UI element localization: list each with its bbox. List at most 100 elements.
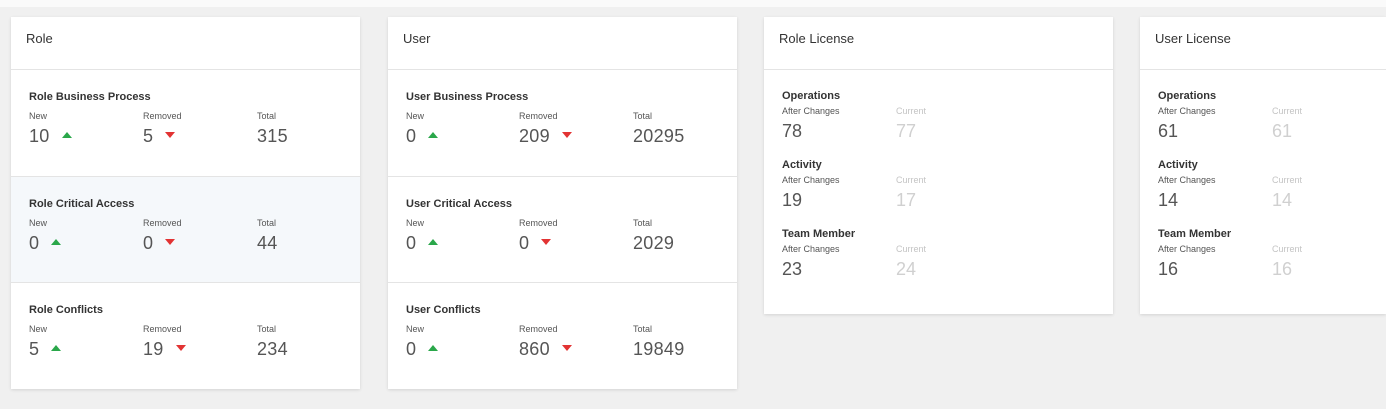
current-value: 14 xyxy=(1272,190,1293,210)
current-label: Current xyxy=(1272,244,1303,254)
team-member-license-group: Team Member After Changes 16 Current 16 xyxy=(1158,228,1386,289)
current-value: 61 xyxy=(1272,121,1293,141)
total-value: 2029 xyxy=(633,233,675,253)
section-title: Role Conflicts xyxy=(29,304,103,316)
role-card: Role Role Business Process New 10 Remove… xyxy=(11,17,360,389)
removed-label: Removed xyxy=(143,324,182,334)
total-metric: Total 234 xyxy=(257,324,288,360)
after-changes-value: 14 xyxy=(1158,190,1179,210)
total-label: Total xyxy=(257,218,277,228)
total-label: Total xyxy=(633,111,653,121)
triangle-down-icon xyxy=(541,239,552,246)
triangle-up-icon xyxy=(61,132,72,139)
current-label: Current xyxy=(896,244,927,254)
role-license-card: Role License Operations After Changes 78… xyxy=(764,17,1113,314)
current-label: Current xyxy=(1272,106,1303,116)
removed-value: 5 xyxy=(143,126,154,146)
removed-metric: Removed 5 xyxy=(143,111,182,147)
total-value: 315 xyxy=(257,126,288,146)
after-changes-label: After Changes xyxy=(1158,175,1216,185)
triangle-down-icon xyxy=(561,132,572,139)
top-strip xyxy=(0,0,1386,7)
section-title: Role Critical Access xyxy=(29,198,135,210)
triangle-down-icon xyxy=(165,239,176,246)
removed-metric: Removed 0 xyxy=(143,218,182,254)
activity-license-group: Activity After Changes 19 Current 17 xyxy=(782,159,1113,220)
total-label: Total xyxy=(633,324,653,334)
triangle-down-icon xyxy=(165,132,176,139)
user-card: User User Business Process New 0 Removed… xyxy=(388,17,737,389)
new-label: New xyxy=(29,324,48,334)
new-label: New xyxy=(29,218,48,228)
removed-label: Removed xyxy=(519,324,558,334)
user-conflicts-section[interactable]: User Conflicts New 0 Removed 860 Total 1… xyxy=(388,282,737,388)
removed-metric: Removed 0 xyxy=(519,218,558,254)
license-group-title: Team Member xyxy=(1158,228,1232,240)
section-title: User Critical Access xyxy=(406,198,512,210)
current-value: 24 xyxy=(896,259,917,279)
triangle-up-icon xyxy=(428,239,439,246)
new-value: 0 xyxy=(406,233,417,253)
card-title: Role License xyxy=(764,17,1113,70)
new-label: New xyxy=(406,111,425,121)
total-label: Total xyxy=(257,111,277,121)
current-label: Current xyxy=(896,175,927,185)
new-value: 0 xyxy=(406,339,417,359)
total-metric: Total 315 xyxy=(257,111,288,147)
removed-metric: Removed 19 xyxy=(143,324,186,360)
after-changes-value: 78 xyxy=(782,121,803,141)
removed-value: 0 xyxy=(519,233,530,253)
current-label: Current xyxy=(1272,175,1303,185)
current-label: Current xyxy=(896,106,927,116)
new-label: New xyxy=(406,218,425,228)
total-metric: Total 44 xyxy=(257,218,278,254)
triangle-down-icon xyxy=(561,345,572,352)
new-metric: New 0 xyxy=(406,324,439,360)
user-business-process-section[interactable]: User Business Process New 0 Removed 209 … xyxy=(388,70,737,176)
after-changes-label: After Changes xyxy=(782,244,840,254)
role-critical-access-section[interactable]: Role Critical Access New 0 Removed 0 Tot… xyxy=(11,176,360,282)
card-title: User xyxy=(388,17,737,70)
new-label: New xyxy=(29,111,48,121)
removed-value: 860 xyxy=(519,339,550,359)
triangle-up-icon xyxy=(51,345,62,352)
removed-value: 209 xyxy=(519,126,550,146)
license-group-title: Operations xyxy=(1158,90,1217,102)
after-changes-label: After Changes xyxy=(782,175,840,185)
removed-value: 19 xyxy=(143,339,164,359)
section-title: User Conflicts xyxy=(406,304,481,316)
after-changes-value: 61 xyxy=(1158,121,1179,141)
new-metric: New 0 xyxy=(406,218,439,254)
triangle-up-icon xyxy=(51,239,62,246)
after-changes-label: After Changes xyxy=(782,106,840,116)
new-value: 0 xyxy=(406,126,417,146)
triangle-up-icon xyxy=(428,345,439,352)
triangle-up-icon xyxy=(428,132,439,139)
removed-label: Removed xyxy=(143,218,182,228)
removed-label: Removed xyxy=(519,111,558,121)
card-title: User License xyxy=(1140,17,1386,70)
license-group-title: Activity xyxy=(1158,159,1198,171)
removed-label: Removed xyxy=(143,111,182,121)
total-value: 20295 xyxy=(633,126,685,146)
total-value: 19849 xyxy=(633,339,685,359)
current-value: 16 xyxy=(1272,259,1293,279)
card-title: Role xyxy=(11,17,360,70)
activity-license-group: Activity After Changes 14 Current 14 xyxy=(1158,159,1386,220)
license-group-title: Activity xyxy=(782,159,822,171)
section-title: User Business Process xyxy=(406,91,529,103)
role-business-process-section[interactable]: Role Business Process New 10 Removed 5 T… xyxy=(11,70,360,176)
after-changes-value: 23 xyxy=(782,259,803,279)
current-value: 17 xyxy=(896,190,917,210)
section-title: Role Business Process xyxy=(29,91,151,103)
total-value: 234 xyxy=(257,339,288,359)
user-critical-access-section[interactable]: User Critical Access New 0 Removed 0 Tot… xyxy=(388,176,737,282)
removed-label: Removed xyxy=(519,218,558,228)
license-group-title: Team Member xyxy=(782,228,856,240)
triangle-down-icon xyxy=(175,345,186,352)
new-metric: New 0 xyxy=(406,111,439,147)
new-value: 0 xyxy=(29,233,40,253)
total-metric: Total 20295 xyxy=(633,111,685,147)
role-conflicts-section[interactable]: Role Conflicts New 5 Removed 19 Total 23… xyxy=(11,282,360,388)
license-group-title: Operations xyxy=(782,90,841,102)
